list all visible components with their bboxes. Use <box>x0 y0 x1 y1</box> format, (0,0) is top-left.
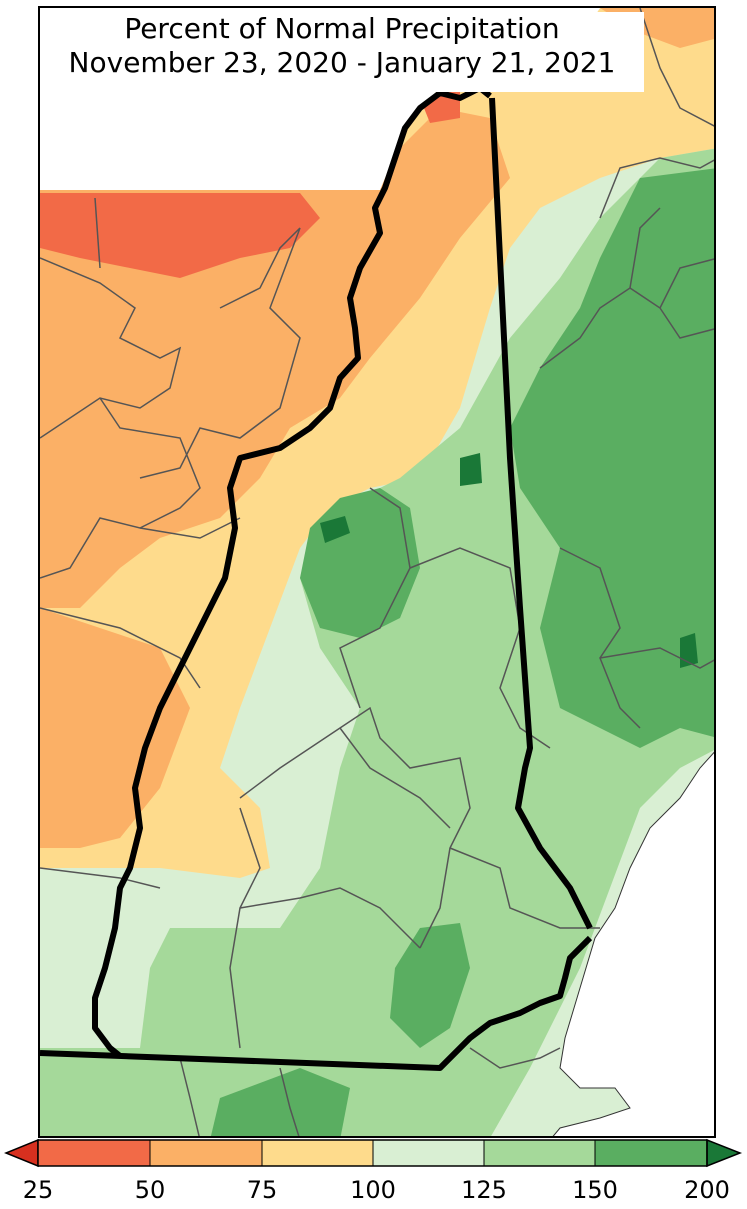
region-200-plus-spot2 <box>460 453 482 486</box>
colorbar-bin-100-125 <box>373 1140 484 1166</box>
colorbar-bin-50-75 <box>150 1140 262 1166</box>
map-title: Percent of Normal Precipitation November… <box>40 12 644 92</box>
tick-label-25: 25 <box>22 1176 54 1204</box>
map-frame <box>38 6 716 1138</box>
tick-label-100: 100 <box>350 1176 396 1204</box>
colorbar-under-arrow <box>4 1138 39 1168</box>
region-150-200-southeast <box>390 923 470 1048</box>
colorbar-bin-75-100 <box>262 1140 373 1166</box>
precipitation-map <box>40 8 714 1136</box>
tick-label-200: 200 <box>684 1176 730 1204</box>
colorbar <box>4 1138 743 1168</box>
colorbar-dividers <box>149 1140 596 1166</box>
region-150-200-south <box>210 1068 350 1136</box>
ocean <box>552 751 714 1136</box>
tick-label-125: 125 <box>461 1176 507 1204</box>
state-borders <box>40 85 593 1071</box>
county-lines <box>40 8 714 1136</box>
tick-label-50: 50 <box>134 1176 166 1204</box>
colorbar-over-arrow <box>706 1138 743 1168</box>
region-200-plus-spot3 <box>680 633 698 668</box>
colorbar-bin-125-150 <box>484 1140 595 1166</box>
colorbar-bin-150-200 <box>595 1140 707 1166</box>
title-line-2: November 23, 2020 - January 21, 2021 <box>68 46 616 79</box>
region-200-plus-spot1 <box>320 516 350 543</box>
colorbar-bin-25-50 <box>38 1140 150 1166</box>
region-25-50-north <box>40 193 320 278</box>
title-line-1: Percent of Normal Precipitation <box>124 12 560 45</box>
region-50-75-west <box>40 608 190 848</box>
tick-label-150: 150 <box>572 1176 618 1204</box>
tick-label-75: 75 <box>246 1176 278 1204</box>
